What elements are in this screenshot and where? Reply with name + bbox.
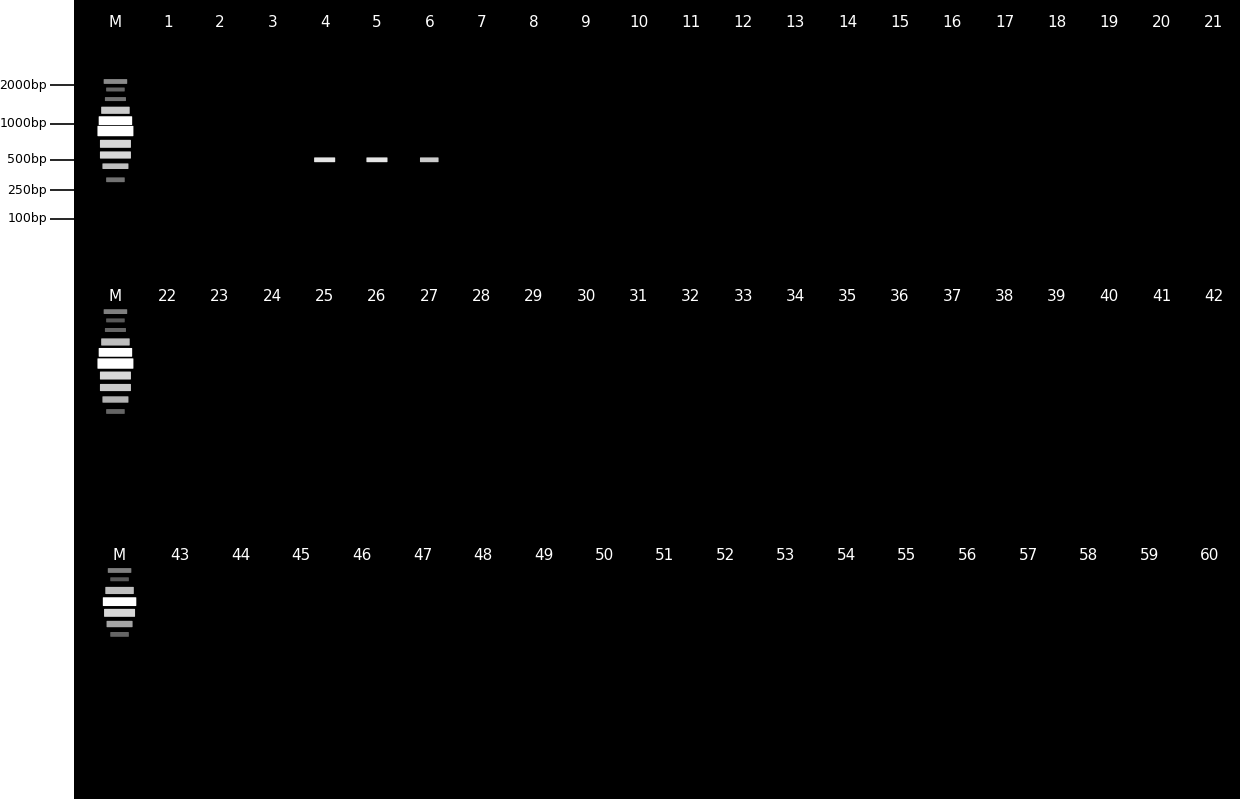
FancyBboxPatch shape bbox=[102, 339, 130, 345]
Text: 8: 8 bbox=[529, 15, 538, 30]
Text: 22: 22 bbox=[159, 288, 177, 304]
FancyBboxPatch shape bbox=[98, 125, 134, 136]
Text: 53: 53 bbox=[776, 548, 795, 563]
FancyBboxPatch shape bbox=[103, 396, 129, 403]
Text: 32: 32 bbox=[681, 288, 701, 304]
Text: 10: 10 bbox=[629, 15, 649, 30]
Text: 28: 28 bbox=[472, 288, 491, 304]
FancyBboxPatch shape bbox=[108, 568, 131, 573]
Text: 43: 43 bbox=[170, 548, 190, 563]
FancyBboxPatch shape bbox=[100, 372, 131, 380]
Text: 3: 3 bbox=[268, 15, 278, 30]
FancyBboxPatch shape bbox=[107, 621, 133, 627]
Text: 4: 4 bbox=[320, 15, 330, 30]
FancyBboxPatch shape bbox=[107, 177, 125, 182]
Text: 38: 38 bbox=[994, 288, 1014, 304]
Text: 55: 55 bbox=[898, 548, 916, 563]
Text: 250bp: 250bp bbox=[7, 184, 47, 197]
Text: 500bp: 500bp bbox=[7, 153, 47, 166]
Text: 47: 47 bbox=[413, 548, 432, 563]
Text: 13: 13 bbox=[786, 15, 805, 30]
Text: 48: 48 bbox=[474, 548, 492, 563]
Text: 27: 27 bbox=[419, 288, 439, 304]
FancyBboxPatch shape bbox=[110, 577, 129, 582]
Text: M: M bbox=[109, 15, 122, 30]
Text: 58: 58 bbox=[1079, 548, 1099, 563]
FancyBboxPatch shape bbox=[103, 163, 129, 169]
Text: 16: 16 bbox=[942, 15, 962, 30]
Text: 39: 39 bbox=[1048, 288, 1066, 304]
Text: 29: 29 bbox=[525, 288, 543, 304]
FancyBboxPatch shape bbox=[104, 309, 128, 314]
Text: 23: 23 bbox=[211, 288, 229, 304]
FancyBboxPatch shape bbox=[107, 409, 125, 414]
FancyBboxPatch shape bbox=[314, 157, 335, 162]
Text: 50: 50 bbox=[594, 548, 614, 563]
FancyBboxPatch shape bbox=[100, 384, 131, 391]
Text: 37: 37 bbox=[942, 288, 962, 304]
FancyBboxPatch shape bbox=[420, 157, 439, 162]
Text: 31: 31 bbox=[629, 288, 649, 304]
Text: 33: 33 bbox=[733, 288, 753, 304]
Text: 51: 51 bbox=[655, 548, 675, 563]
Text: 1000bp: 1000bp bbox=[0, 117, 47, 130]
Text: 30: 30 bbox=[577, 288, 596, 304]
FancyBboxPatch shape bbox=[99, 116, 133, 125]
Text: M: M bbox=[113, 548, 126, 563]
Text: 59: 59 bbox=[1140, 548, 1159, 563]
Text: 34: 34 bbox=[786, 288, 805, 304]
FancyBboxPatch shape bbox=[105, 97, 126, 101]
Text: 15: 15 bbox=[890, 15, 910, 30]
Text: 57: 57 bbox=[1018, 548, 1038, 563]
Text: 54: 54 bbox=[837, 548, 856, 563]
Text: 5: 5 bbox=[372, 15, 382, 30]
Text: 17: 17 bbox=[994, 15, 1014, 30]
Text: 24: 24 bbox=[263, 288, 281, 304]
Text: 46: 46 bbox=[352, 548, 372, 563]
FancyBboxPatch shape bbox=[107, 318, 125, 322]
Text: M: M bbox=[109, 288, 122, 304]
Text: 100bp: 100bp bbox=[7, 213, 47, 225]
Text: 41: 41 bbox=[1152, 288, 1171, 304]
Bar bbox=[0, 0, 74, 799]
Text: 7: 7 bbox=[476, 15, 486, 30]
Text: 2000bp: 2000bp bbox=[0, 79, 47, 92]
Text: 9: 9 bbox=[582, 15, 591, 30]
Text: 20: 20 bbox=[1152, 15, 1171, 30]
Text: 52: 52 bbox=[715, 548, 735, 563]
Text: 6: 6 bbox=[424, 15, 434, 30]
Text: 2: 2 bbox=[216, 15, 224, 30]
FancyBboxPatch shape bbox=[100, 151, 131, 158]
FancyBboxPatch shape bbox=[105, 328, 126, 332]
FancyBboxPatch shape bbox=[103, 598, 136, 606]
FancyBboxPatch shape bbox=[102, 106, 130, 113]
Text: 49: 49 bbox=[534, 548, 553, 563]
FancyBboxPatch shape bbox=[110, 632, 129, 637]
FancyBboxPatch shape bbox=[104, 79, 128, 84]
FancyBboxPatch shape bbox=[105, 586, 134, 594]
Text: 45: 45 bbox=[291, 548, 311, 563]
Text: 56: 56 bbox=[957, 548, 977, 563]
Text: 25: 25 bbox=[315, 288, 335, 304]
FancyBboxPatch shape bbox=[100, 140, 131, 148]
Text: 1: 1 bbox=[162, 15, 172, 30]
FancyBboxPatch shape bbox=[107, 87, 125, 91]
Text: 26: 26 bbox=[367, 288, 387, 304]
Text: 18: 18 bbox=[1048, 15, 1066, 30]
Text: 36: 36 bbox=[890, 288, 910, 304]
Text: 35: 35 bbox=[838, 288, 857, 304]
FancyBboxPatch shape bbox=[104, 609, 135, 617]
FancyBboxPatch shape bbox=[99, 348, 133, 356]
Text: 14: 14 bbox=[838, 15, 857, 30]
Text: 21: 21 bbox=[1204, 15, 1224, 30]
FancyBboxPatch shape bbox=[367, 157, 387, 162]
Text: 11: 11 bbox=[681, 15, 701, 30]
Text: 42: 42 bbox=[1204, 288, 1224, 304]
Text: 60: 60 bbox=[1200, 548, 1219, 563]
FancyBboxPatch shape bbox=[98, 358, 134, 368]
Text: 44: 44 bbox=[231, 548, 250, 563]
Text: 12: 12 bbox=[734, 15, 753, 30]
Text: 40: 40 bbox=[1100, 288, 1118, 304]
Text: 19: 19 bbox=[1100, 15, 1118, 30]
